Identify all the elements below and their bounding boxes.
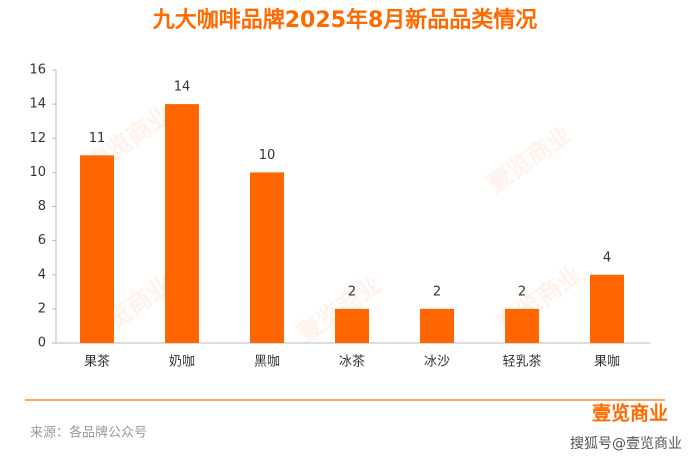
y-tick-label: 10 bbox=[29, 165, 46, 180]
y-tick-label: 14 bbox=[29, 97, 46, 112]
x-tick-label: 果茶 bbox=[84, 354, 110, 370]
data-label: 14 bbox=[174, 80, 191, 95]
bar bbox=[590, 274, 624, 343]
x-tick-label: 冰沙 bbox=[424, 355, 450, 370]
x-tick-label: 轻乳茶 bbox=[502, 354, 541, 370]
data-label: 4 bbox=[603, 250, 611, 265]
data-label: 11 bbox=[89, 131, 106, 146]
y-tick-label: 0 bbox=[38, 336, 46, 351]
x-tick-label: 冰茶 bbox=[339, 354, 365, 370]
bar bbox=[165, 104, 199, 343]
x-tick-label: 果咖 bbox=[594, 355, 620, 370]
bar bbox=[505, 308, 539, 343]
y-tick-label: 12 bbox=[29, 131, 46, 146]
y-tick-label: 4 bbox=[38, 267, 46, 282]
y-tick-label: 16 bbox=[29, 63, 46, 78]
y-tick-label: 8 bbox=[38, 199, 46, 214]
bar bbox=[335, 308, 369, 343]
y-tick-label: 6 bbox=[38, 233, 46, 248]
data-label: 10 bbox=[259, 148, 276, 163]
platform-mark: 搜狐号@壹览商业 bbox=[570, 436, 682, 452]
x-tick-label: 黑咖 bbox=[254, 355, 280, 370]
data-label: 2 bbox=[433, 284, 441, 299]
x-tick-label: 奶咖 bbox=[169, 355, 195, 370]
data-label: 2 bbox=[348, 284, 356, 299]
bar bbox=[250, 172, 284, 343]
data-label: 2 bbox=[518, 284, 526, 299]
logo: 壹览商业 bbox=[592, 402, 668, 425]
source: 来源：各品牌公众号 bbox=[30, 425, 147, 441]
bar bbox=[420, 308, 454, 343]
bar bbox=[80, 155, 114, 343]
y-tick-label: 2 bbox=[38, 301, 46, 316]
watermark: 壹览商业 bbox=[482, 120, 577, 198]
chart-title: 九大咖啡品牌2025年8月新品品类情况 bbox=[152, 7, 538, 33]
